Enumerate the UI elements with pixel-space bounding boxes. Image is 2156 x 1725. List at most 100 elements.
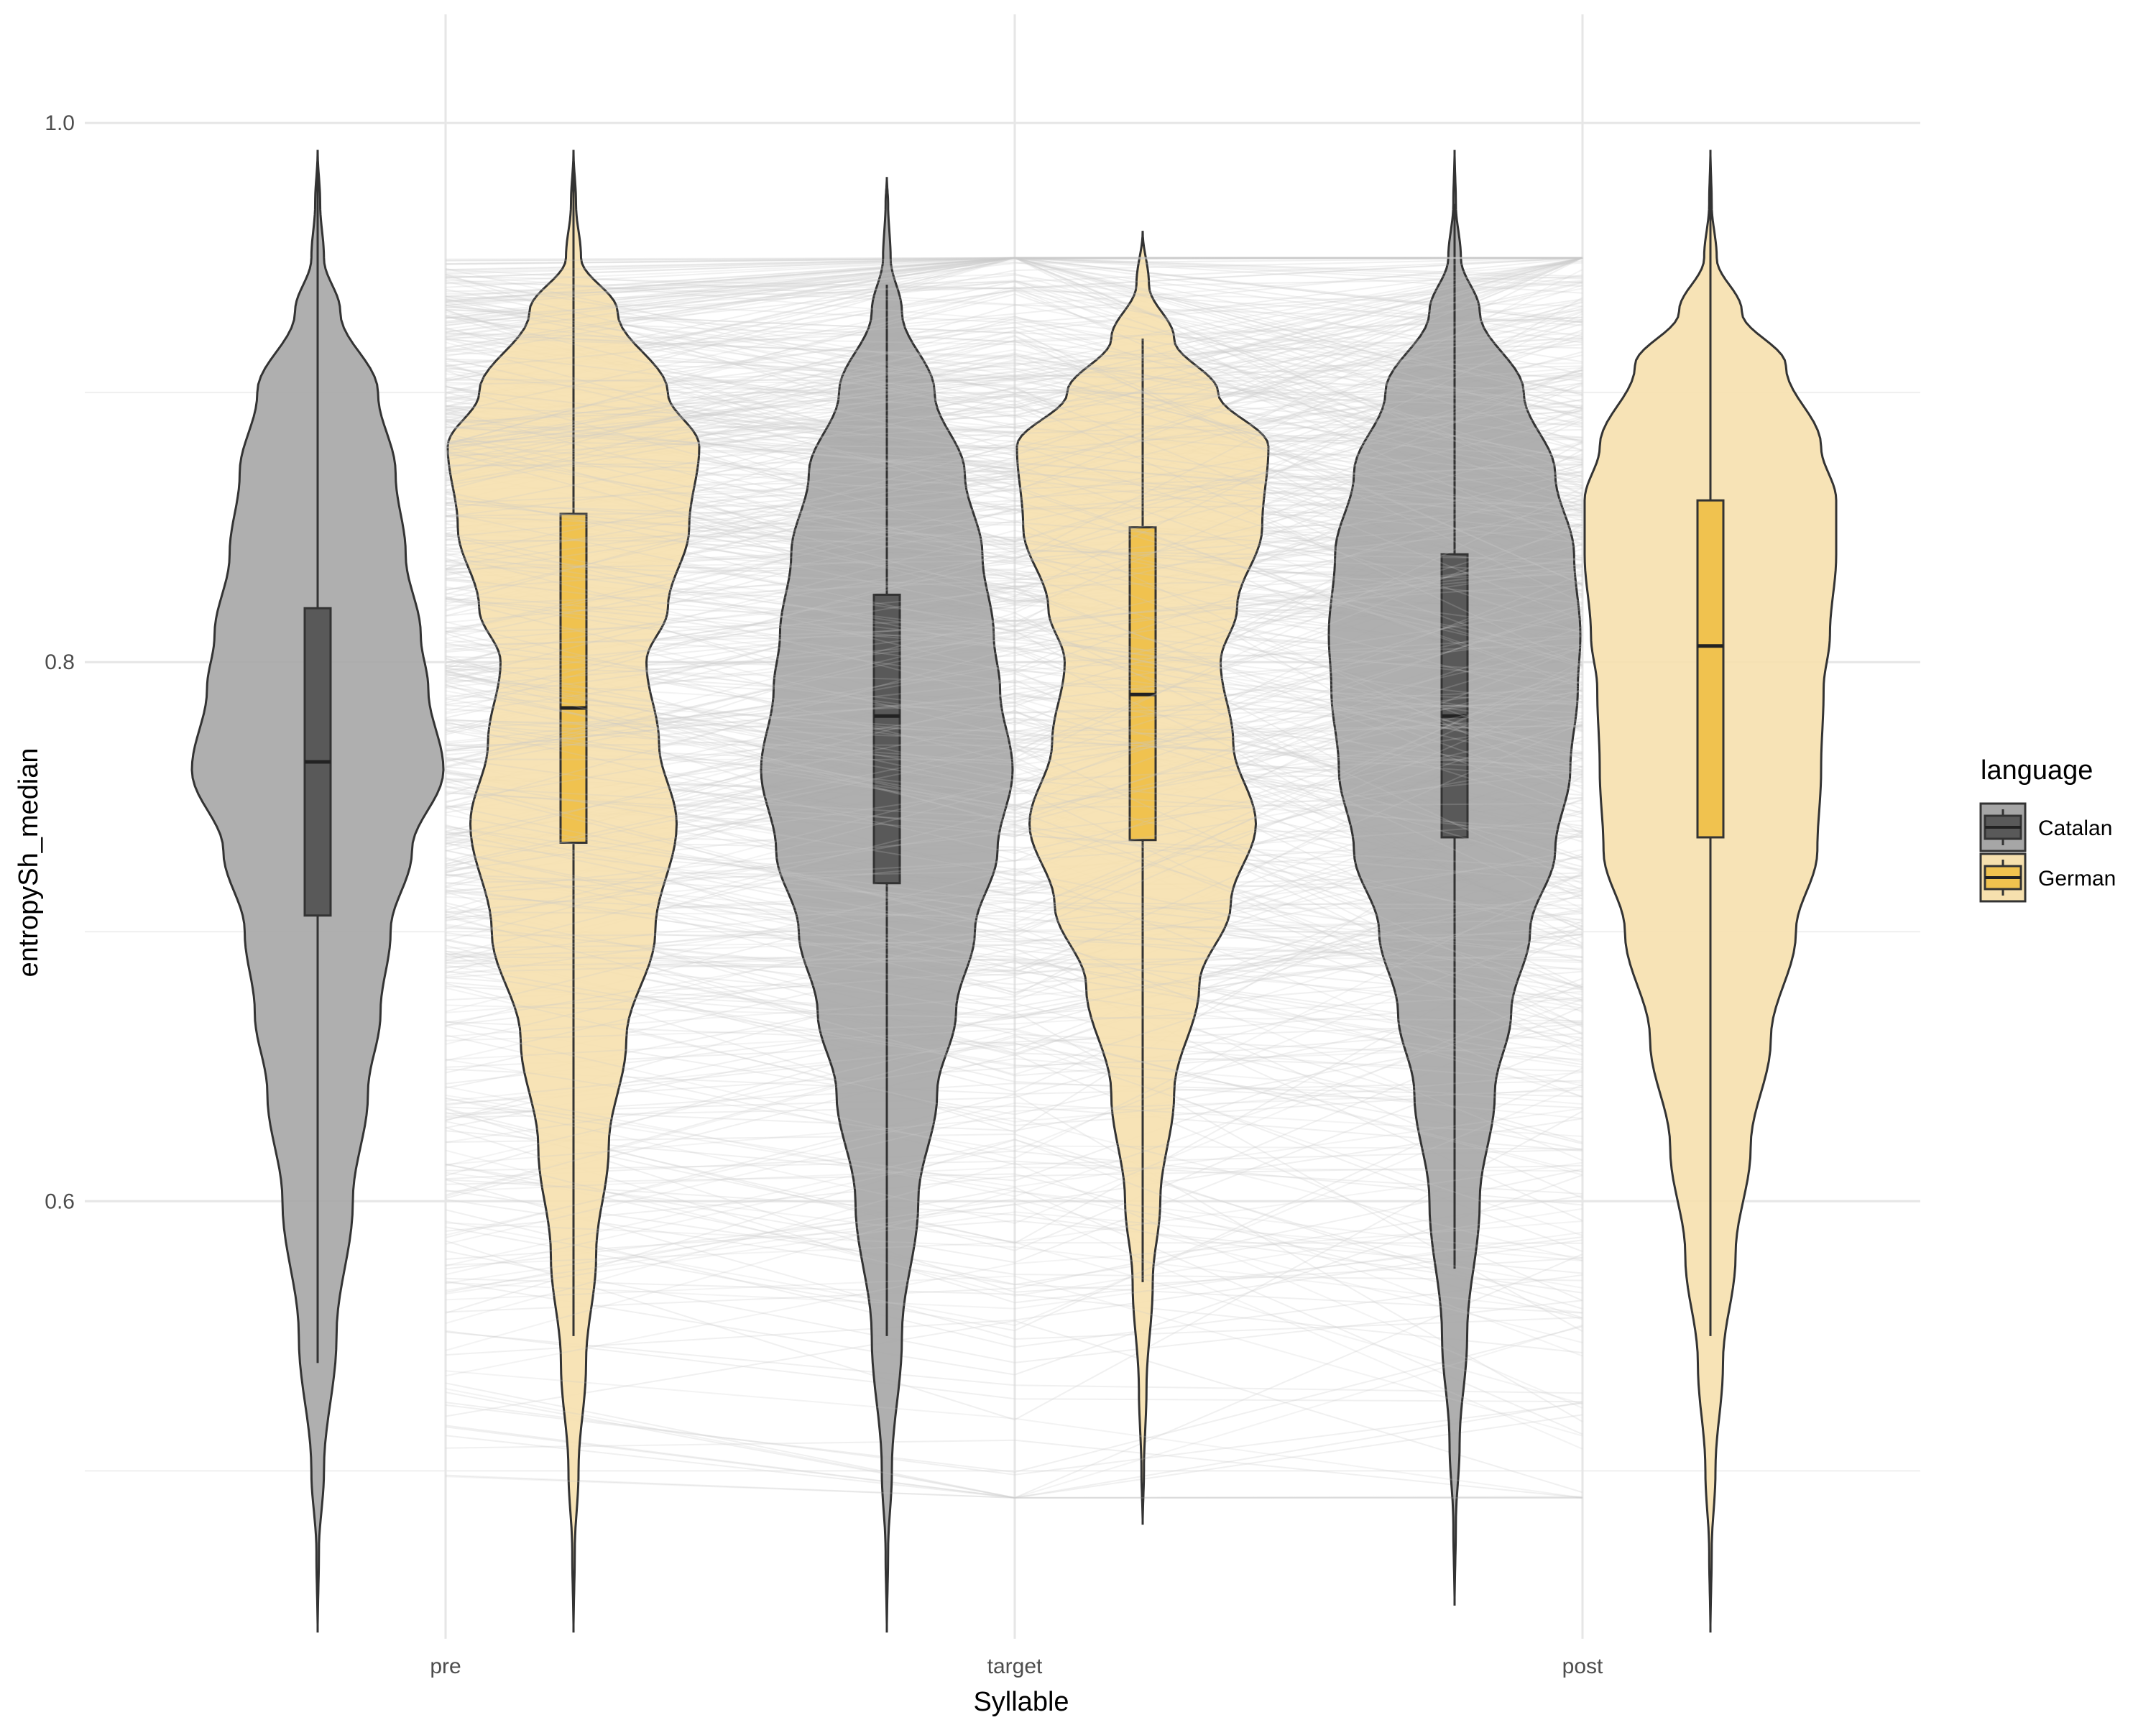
- background-line: [445, 947, 1583, 1199]
- background-line: [445, 1174, 1583, 1376]
- background-line: [445, 1126, 1583, 1304]
- violin-box: [1696, 499, 1725, 839]
- background-line: [445, 257, 1583, 420]
- background-line: [445, 1195, 1583, 1286]
- foreground-line: [445, 257, 1583, 429]
- foreground-line: [445, 332, 1583, 360]
- foreground-line: [445, 1231, 1583, 1310]
- foreground-line: [445, 697, 1583, 809]
- background-line: [445, 1105, 1583, 1152]
- background-line: [445, 1002, 1583, 1145]
- foreground-line: [445, 1190, 1583, 1351]
- foreground-line: [445, 872, 1583, 1159]
- foreground-line: [445, 362, 1583, 386]
- background-line: [445, 1034, 1583, 1253]
- foreground-line: [445, 809, 1583, 1026]
- foreground-line: [445, 288, 1583, 415]
- background-line: [445, 1474, 1583, 1499]
- foreground-line: [445, 521, 1583, 752]
- foreground-line: [445, 1275, 1583, 1437]
- foreground-line: [445, 635, 1583, 814]
- background-line: [445, 1023, 1583, 1105]
- foreground-line: [445, 519, 1583, 790]
- legend-title: language: [1981, 755, 2093, 786]
- foreground-line: [445, 819, 1583, 895]
- foreground-line: [445, 947, 1583, 1038]
- foreground-line: [445, 598, 1583, 737]
- foreground-line: [445, 964, 1583, 1120]
- foreground-line: [445, 354, 1583, 461]
- foreground-line: [445, 956, 1583, 961]
- legend-item-catalan: Catalan: [1979, 802, 2112, 852]
- foreground-line: [445, 603, 1583, 808]
- background-line: [445, 1187, 1583, 1435]
- background-line: [445, 257, 1583, 394]
- background-line: [445, 1179, 1583, 1294]
- background-line: [445, 1024, 1583, 1132]
- violin-box: [1128, 526, 1157, 842]
- foreground-line: [445, 717, 1583, 912]
- foreground-line: [445, 644, 1583, 762]
- background-line: [445, 1108, 1583, 1293]
- foreground-line: [445, 760, 1583, 914]
- foreground-line: [445, 781, 1583, 932]
- foreground-line: [445, 451, 1583, 500]
- foreground-line: [445, 558, 1583, 648]
- foreground-line: [445, 721, 1583, 837]
- foreground-line: [445, 487, 1583, 764]
- foreground-line: [445, 635, 1583, 730]
- foreground-line: [445, 290, 1583, 445]
- foreground-line: [445, 792, 1583, 924]
- foreground-line: [445, 911, 1583, 1009]
- foreground-line: [445, 515, 1583, 653]
- foreground-line: [445, 400, 1583, 667]
- foreground-line: [445, 369, 1583, 560]
- foreground-line: [445, 1117, 1583, 1261]
- background-line: [445, 1037, 1583, 1264]
- foreground-line: [445, 696, 1583, 861]
- violin-german-target: [1015, 231, 1270, 1525]
- foreground-line: [445, 937, 1583, 964]
- background-line: [445, 1392, 1583, 1499]
- background-line: [445, 257, 1583, 337]
- foreground-line: [445, 501, 1583, 633]
- background-line: [445, 1011, 1583, 1333]
- background-line: [445, 997, 1583, 1106]
- foreground-line: [445, 689, 1583, 937]
- foreground-line: [445, 341, 1583, 502]
- background-line: [445, 1150, 1583, 1206]
- foreground-line: [445, 288, 1583, 386]
- foreground-line: [445, 443, 1583, 634]
- foreground-line: [445, 272, 1583, 444]
- foreground-line: [445, 824, 1583, 988]
- x-tick-label: pre: [430, 1655, 461, 1678]
- foreground-line: [445, 998, 1583, 1197]
- foreground-line: [445, 464, 1583, 667]
- foreground-line: [445, 446, 1583, 564]
- violin-catalan-pre: [190, 150, 445, 1633]
- foreground-line: [445, 1476, 1583, 1499]
- foreground-line: [445, 257, 1583, 489]
- foreground-line: [445, 1029, 1583, 1173]
- y-tick-label: 1.0: [45, 111, 75, 135]
- background-line: [445, 257, 1583, 304]
- foreground-line: [445, 380, 1583, 460]
- legend-label: Catalan: [2038, 816, 2112, 840]
- foreground-line: [445, 369, 1583, 521]
- background-line: [445, 257, 1583, 264]
- foreground-line: [445, 310, 1583, 470]
- legend-item-german: German: [1979, 852, 2116, 903]
- foreground-line: [445, 770, 1583, 893]
- background-line: [445, 282, 1583, 326]
- background-line: [445, 1382, 1583, 1499]
- background-line: [445, 274, 1583, 363]
- foreground-line: [445, 724, 1583, 855]
- background-line: [445, 257, 1583, 265]
- foreground-line: [445, 684, 1583, 815]
- background-line: [445, 1093, 1583, 1422]
- background-line: [445, 1426, 1583, 1499]
- foreground-line: [445, 257, 1583, 359]
- background-line: [445, 1054, 1583, 1302]
- background-line: [445, 961, 1583, 1039]
- background-line: [445, 1082, 1583, 1117]
